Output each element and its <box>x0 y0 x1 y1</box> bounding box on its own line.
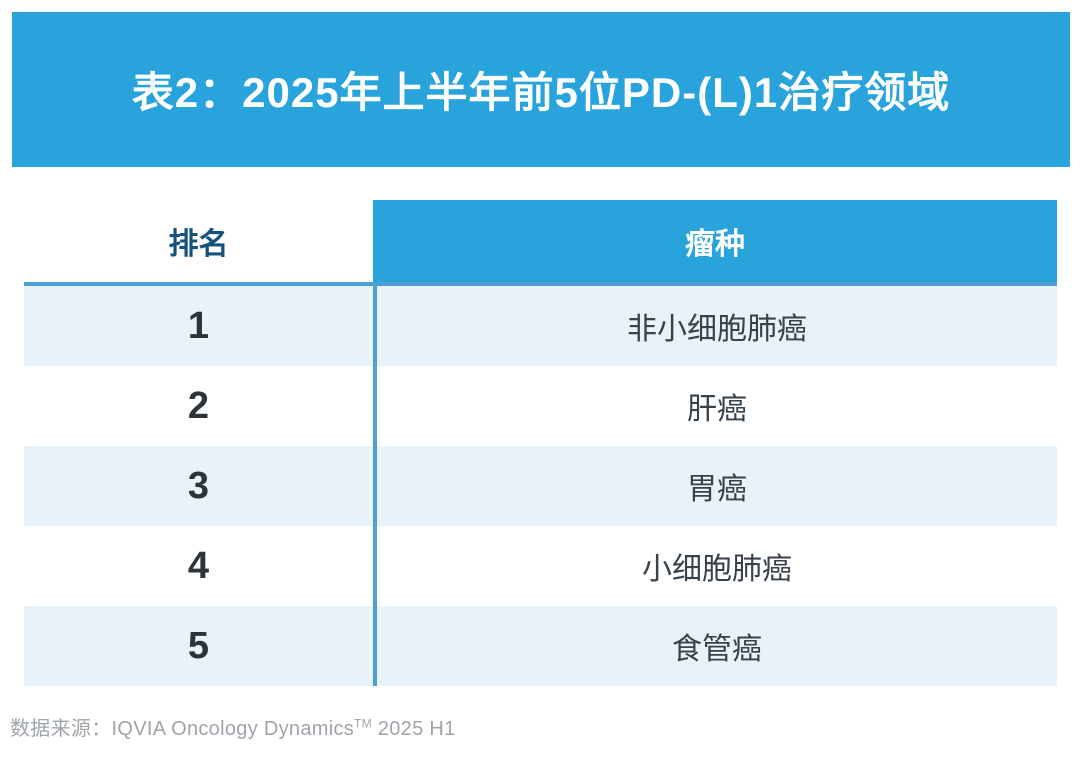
tumor-cell: 非小细胞肺癌 <box>373 286 1057 366</box>
page-title: 表2：2025年上半年前5位PD-(L)1治疗领域 <box>131 69 951 116</box>
column-header-tumor: 瘤种 <box>373 200 1057 282</box>
tumor-cell: 肝癌 <box>373 366 1057 446</box>
tumor-cell: 小细胞肺癌 <box>373 526 1057 606</box>
trademark-superscript: TM <box>354 716 372 731</box>
column-header-rank: 排名 <box>24 200 373 282</box>
table-row: 1 非小细胞肺癌 <box>24 286 1057 366</box>
title-banner: 表2：2025年上半年前5位PD-(L)1治疗领域 <box>12 12 1070 167</box>
rank-cell: 1 <box>187 304 210 347</box>
rank-cell: 4 <box>187 544 210 587</box>
table-row: 2 肝癌 <box>24 366 1057 446</box>
table-header-row: 排名 瘤种 <box>24 200 1057 286</box>
rank-cell: 2 <box>187 384 210 427</box>
table-row: 4 小细胞肺癌 <box>24 526 1057 606</box>
tumor-cell: 胃癌 <box>373 446 1057 526</box>
tumor-cell: 食管癌 <box>373 606 1057 686</box>
data-source-note: 数据来源：IQVIA Oncology DynamicsTM 2025 H1 <box>10 712 456 741</box>
rank-cell: 3 <box>187 464 210 507</box>
table-row: 5 食管癌 <box>24 606 1057 686</box>
source-text: 数据来源：IQVIA Oncology Dynamics <box>10 718 355 740</box>
rank-cell: 5 <box>187 624 210 667</box>
source-period: 2025 H1 <box>371 718 456 740</box>
ranking-table: 排名 瘤种 1 非小细胞肺癌 2 肝癌 3 胃癌 4 小细胞肺癌 5 食管癌 <box>24 200 1057 686</box>
table-row: 3 胃癌 <box>24 446 1057 526</box>
